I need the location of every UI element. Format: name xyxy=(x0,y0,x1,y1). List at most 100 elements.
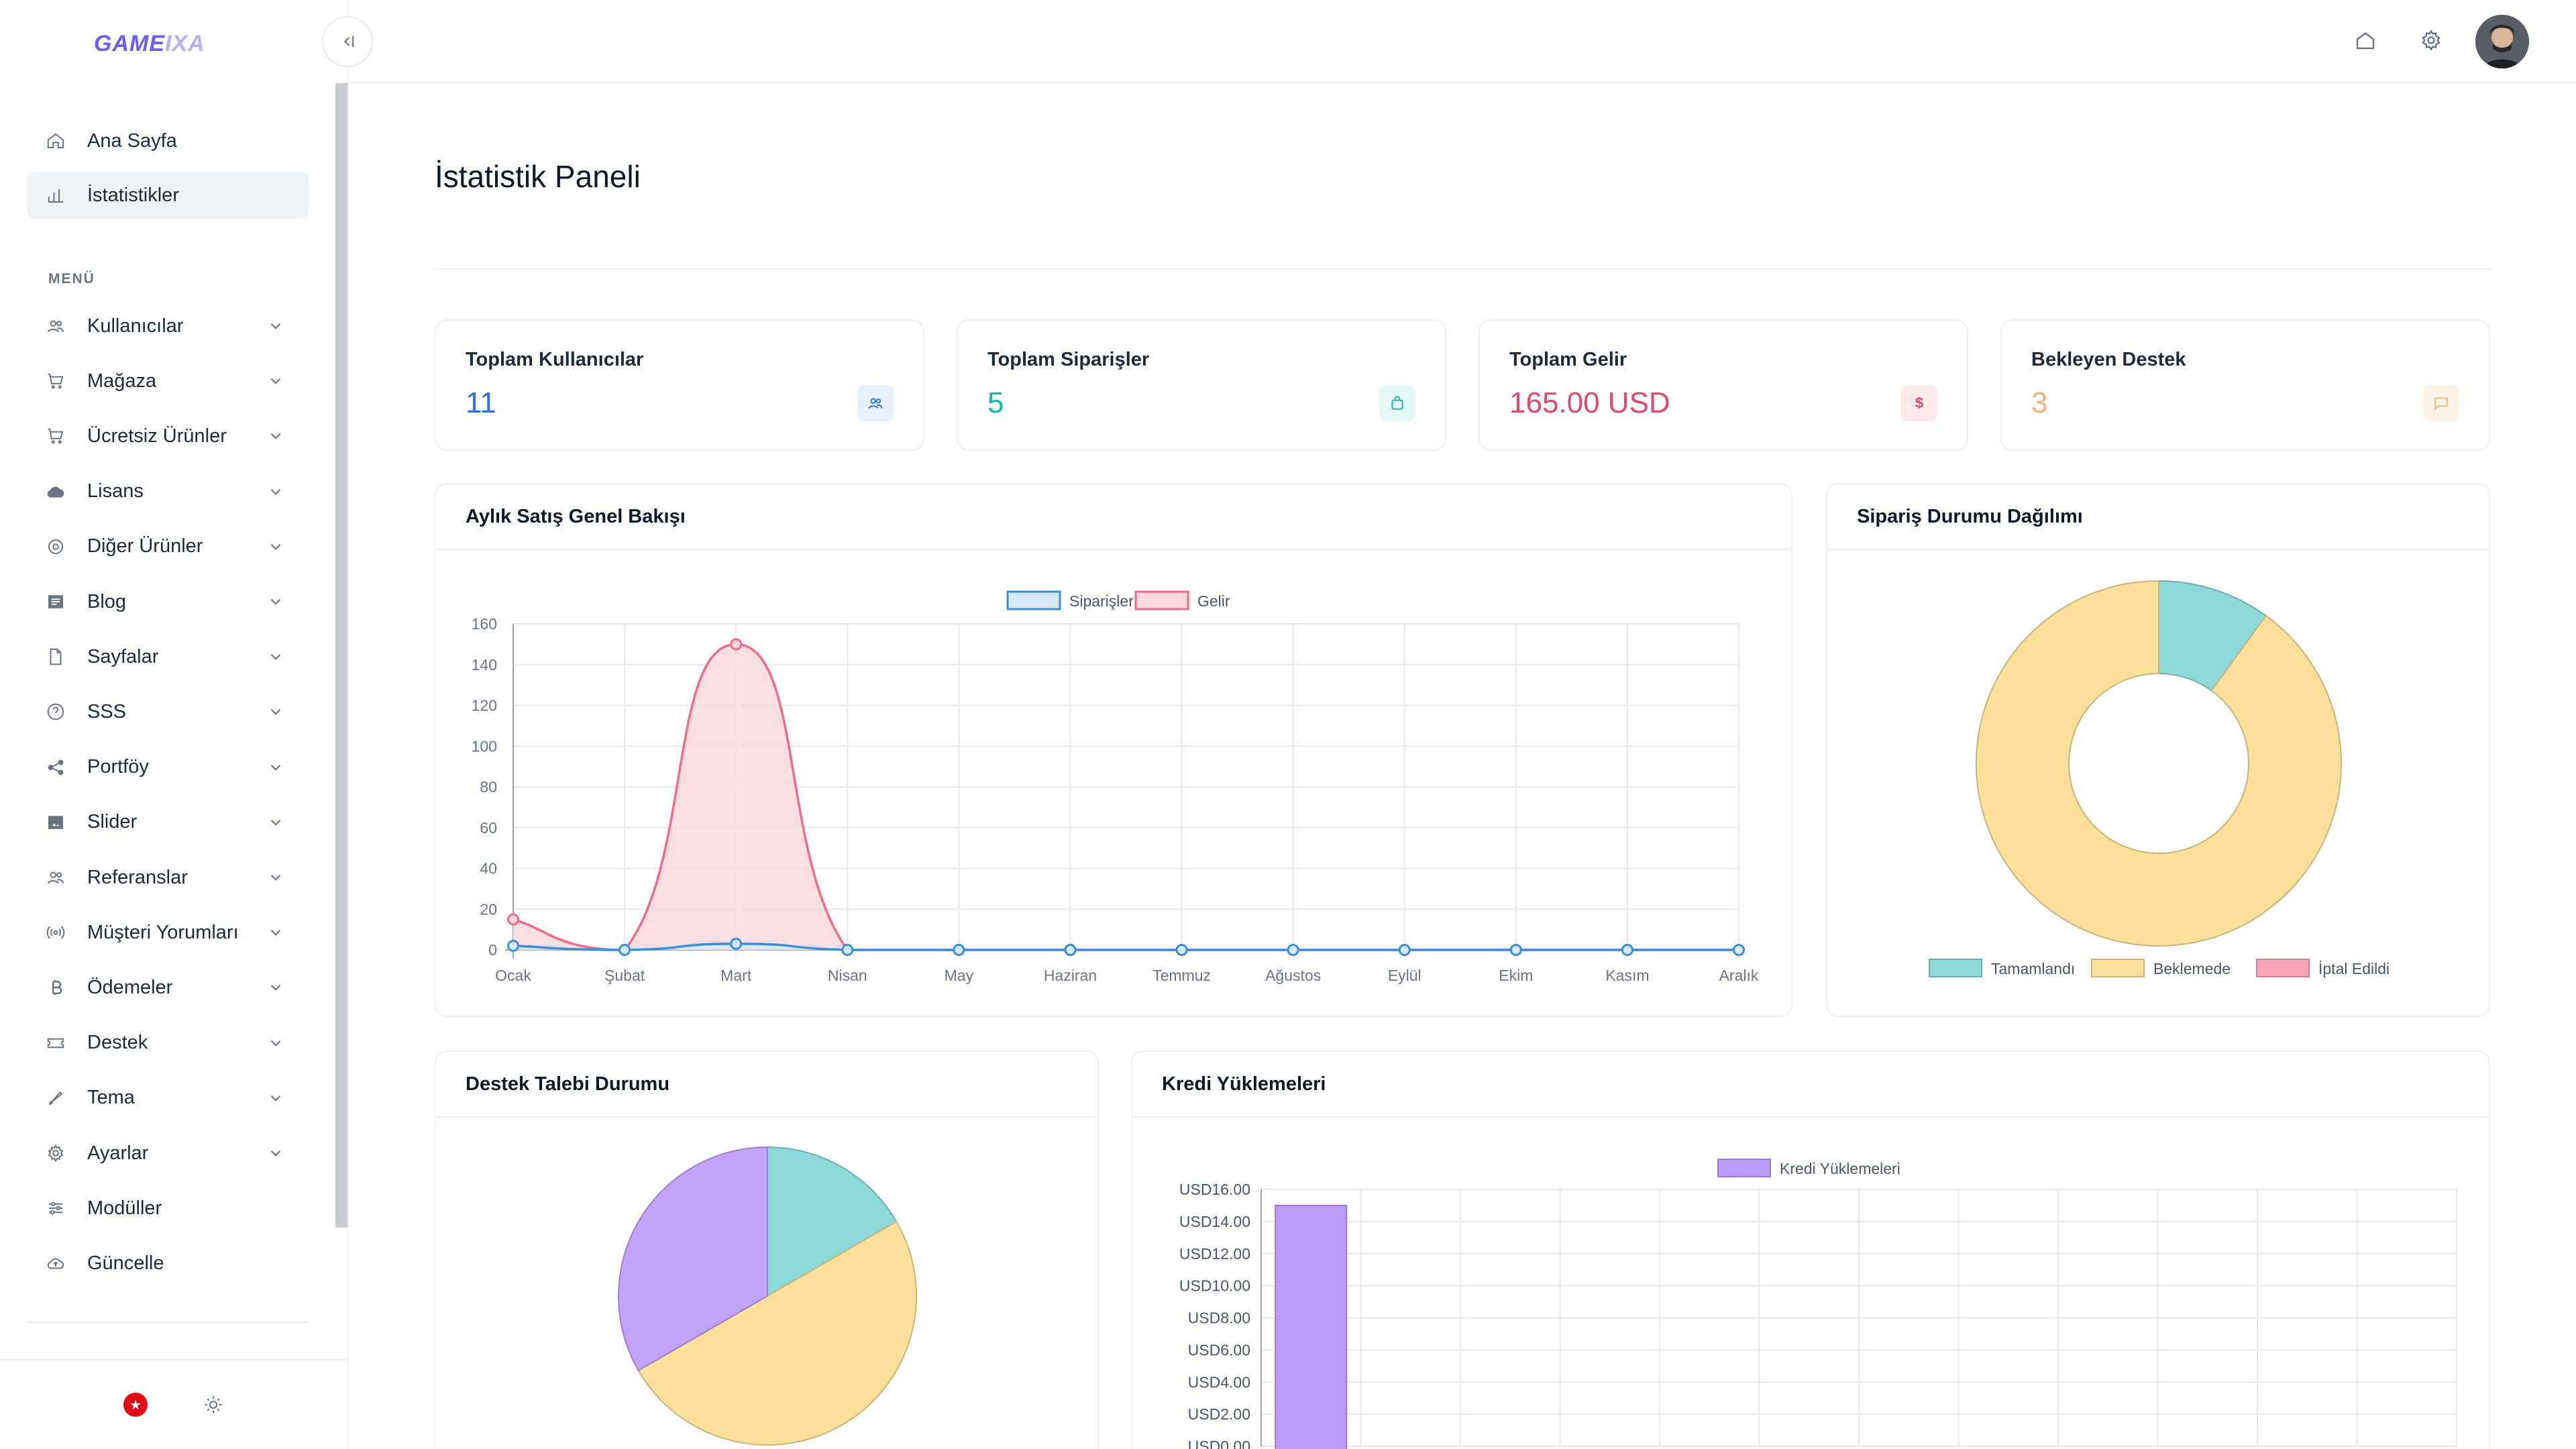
legend-label: Siparişler xyxy=(1069,592,1134,610)
sidebar-item-label: Portföy xyxy=(87,756,149,778)
sidebar-item-ücretsiz-ürünler[interactable]: Ücretsiz Ürünler xyxy=(27,413,309,460)
sidebar-item-güncelle[interactable]: Güncelle xyxy=(27,1240,309,1287)
sidebar-item-tema[interactable]: Tema xyxy=(27,1075,309,1122)
chevron-down-icon[interactable] xyxy=(267,538,284,555)
sidebar-item-label: SSS xyxy=(87,700,127,722)
y-tick-label: USD14.00 xyxy=(1179,1213,1250,1230)
sidebar-item-ayarlar[interactable]: Ayarlar xyxy=(27,1130,309,1177)
newspaper-icon xyxy=(44,590,67,613)
data-point xyxy=(841,944,854,956)
data-point xyxy=(1733,944,1745,956)
sidebar-item-label: Tema xyxy=(87,1087,135,1109)
sidebar-item-destek[interactable]: Destek xyxy=(27,1020,309,1067)
legend-swatch xyxy=(1134,590,1189,610)
sidebar-item-label: Sayfalar xyxy=(87,645,159,667)
sun-icon[interactable] xyxy=(201,1393,225,1417)
x-tick-label: Nisan xyxy=(828,967,867,984)
sidebar-item-home[interactable]: Ana Sayfa xyxy=(27,117,309,164)
stat-value: 11 xyxy=(466,386,496,419)
bar-chart-icon xyxy=(44,184,67,207)
sidebar-item-label: Lisans xyxy=(87,480,144,502)
chevron-down-icon[interactable] xyxy=(267,924,284,941)
sidebar-item-mağaza[interactable]: Mağaza xyxy=(27,358,309,405)
chevron-down-icon[interactable] xyxy=(267,372,284,390)
sidebar-item-lisans[interactable]: Lisans xyxy=(27,468,309,515)
sidebar-item-slider[interactable]: Slider xyxy=(27,799,309,846)
donut-icon xyxy=(44,535,67,558)
brand-logo[interactable]: GAMEIXA xyxy=(94,31,205,56)
chevron-down-icon[interactable] xyxy=(267,869,284,886)
sidebar-item-sss[interactable]: SSS xyxy=(27,688,309,735)
collapse-sidebar-button[interactable] xyxy=(322,16,373,67)
chevron-down-icon[interactable] xyxy=(267,1089,284,1107)
language-flag-button[interactable]: ★ xyxy=(123,1393,148,1417)
sidebar-item-label: Referanslar xyxy=(87,866,188,888)
sidebar-item-portföy[interactable]: Portföy xyxy=(27,744,309,791)
sidebar-item-statistics[interactable]: İstatistikler xyxy=(27,172,309,219)
y-tick-label: USD16.00 xyxy=(1179,1181,1250,1198)
stat-card-support: Bekleyen Destek 3 xyxy=(2000,319,2490,451)
y-tick-label: USD12.00 xyxy=(1179,1245,1250,1263)
legend-label: Kredi Yüklemeleri xyxy=(1780,1160,1900,1177)
legend-swatch xyxy=(2256,959,2310,977)
sidebar-item-referanslar[interactable]: Referanslar xyxy=(27,854,309,901)
x-tick-label: Şubat xyxy=(604,967,645,984)
image-icon xyxy=(44,811,67,834)
dollar-icon: $ xyxy=(1901,385,1937,421)
stat-card-users: Toplam Kullanıcılar 11 xyxy=(435,319,924,451)
order-status-chart: Tamamlandı Beklemede İptal Edildi xyxy=(1929,580,2390,977)
file-icon xyxy=(44,645,67,668)
stat-value: 165.00 USD xyxy=(1509,386,1670,419)
sidebar-item-label: Diğer Ürünler xyxy=(87,535,203,557)
chevron-down-icon[interactable] xyxy=(267,427,284,445)
pie-slice xyxy=(1976,580,2342,947)
ticket-icon xyxy=(44,1032,67,1055)
home-icon[interactable] xyxy=(2353,28,2380,55)
cart-icon xyxy=(44,370,67,392)
y-tick-label: 160 xyxy=(472,615,497,633)
chevron-down-icon[interactable] xyxy=(267,593,284,610)
chevron-down-icon[interactable] xyxy=(267,483,284,500)
chevron-down-icon[interactable] xyxy=(267,979,284,996)
sidebar-item-sayfalar[interactable]: Sayfalar xyxy=(27,633,309,680)
chevron-down-icon[interactable] xyxy=(267,814,284,831)
user-avatar[interactable] xyxy=(2475,15,2529,68)
data-point xyxy=(730,937,743,950)
sidebar-divider xyxy=(0,1359,349,1360)
credit-loads-card: Kredi Yüklemeleri USD16.00 USD14.00 USD12.… xyxy=(1131,1051,2490,1449)
data-point xyxy=(507,939,519,952)
sidebar-item-kullanıcılar[interactable]: Kullanıcılar xyxy=(27,303,309,350)
sidebar-item-ödemeler[interactable]: Ödemeler xyxy=(27,964,309,1011)
y-tick-label: 0 xyxy=(488,941,497,959)
data-point xyxy=(1175,944,1188,956)
broadcast-icon xyxy=(44,921,67,944)
chevron-down-icon[interactable] xyxy=(267,1144,284,1162)
x-tick-label: Haziran xyxy=(1044,967,1097,984)
users-icon xyxy=(857,385,894,421)
menu-heading: MENÜ xyxy=(48,271,95,286)
sliders-icon xyxy=(44,1197,67,1220)
chevron-down-icon[interactable] xyxy=(267,648,284,665)
chevron-down-icon[interactable] xyxy=(267,703,284,720)
sidebar-item-label: Ayarlar xyxy=(87,1142,149,1164)
x-tick-label: Mart xyxy=(720,967,752,984)
gear-icon[interactable] xyxy=(2419,28,2446,55)
gear-icon xyxy=(44,1142,67,1165)
stat-value: 5 xyxy=(987,386,1004,419)
data-point xyxy=(1621,944,1633,956)
x-tick-label: Ocak xyxy=(495,967,531,984)
sidebar-item-diğer-ürünler[interactable]: Diğer Ürünler xyxy=(27,523,309,570)
sidebar-item-modüller[interactable]: Modüller xyxy=(27,1185,309,1232)
monthly-sales-chart: 0 20 40 60 80 100 120 140 160 Ocak Şubat Mart Nisan M… xyxy=(472,590,1759,984)
sidebar-item-blog[interactable]: Blog xyxy=(27,578,309,625)
sidebar-scrollbar[interactable] xyxy=(335,83,347,1228)
sidebar-item-label: Ana Sayfa xyxy=(87,129,177,152)
chevron-down-icon[interactable] xyxy=(267,1034,284,1052)
data-point xyxy=(1398,944,1411,956)
chevron-down-icon[interactable] xyxy=(267,317,284,335)
sidebar-item-müşteri-yorumları[interactable]: Müşteri Yorumları xyxy=(27,909,309,956)
chevron-down-icon[interactable] xyxy=(267,759,284,776)
data-point xyxy=(507,913,519,926)
sidebar: GAMEIXA Ana Sayfa İstatistikler MENÜ Kul… xyxy=(0,0,349,1449)
series-area-1 xyxy=(513,644,1739,950)
